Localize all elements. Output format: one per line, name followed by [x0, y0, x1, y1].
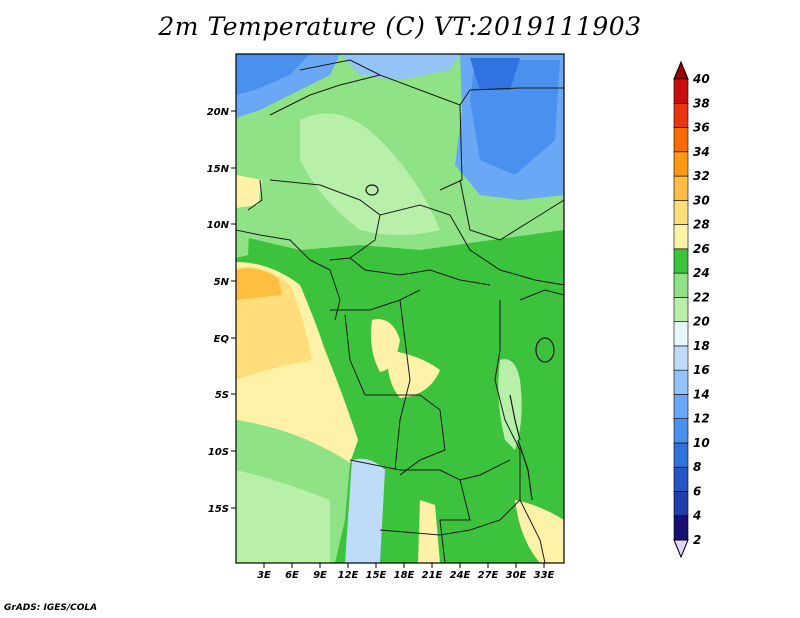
colorbar-label: 16	[693, 363, 710, 377]
lat-tick: 10S	[208, 447, 229, 458]
lat-tick: EQ	[214, 334, 230, 345]
colorbar-label: 22	[693, 290, 710, 304]
colorbar-label: 20	[693, 315, 710, 329]
lakes	[365, 184, 555, 501]
map-title: 2m Temperature (C) VT:2019111903	[158, 12, 642, 41]
lon-tick: 12E	[338, 570, 359, 581]
colorbar-segment	[673, 297, 689, 322]
colorbar-segment	[673, 515, 689, 541]
lon-tick: 3E	[257, 570, 271, 581]
colorbar-segment	[673, 200, 689, 225]
colorbar-label: 30	[693, 193, 710, 207]
colorbar-label: 8	[693, 460, 701, 474]
colorbar-label: 36	[693, 121, 710, 135]
colorbar-segment	[673, 127, 689, 153]
temperature-field	[236, 54, 564, 563]
colorbar-segment	[673, 394, 689, 419]
lat-tick: 20N	[207, 107, 230, 118]
map-frame	[235, 53, 565, 564]
longitude-axis: 3E 6E 9E 12E 15E 18E 21E 24E 27E 30E 33E	[257, 563, 555, 581]
lon-tick: 15E	[366, 570, 387, 581]
latitude-axis: 20N 15N 10N 5N EQ 5S 10S 15S	[207, 107, 236, 515]
lon-tick: 21E	[422, 570, 443, 581]
colorbar-label: 4	[692, 509, 701, 523]
lat-tick: 15S	[208, 504, 229, 515]
colorbar-label: 26	[693, 242, 710, 256]
colorbar-segment	[673, 418, 689, 444]
colorbar-label: 18	[693, 339, 710, 353]
colorbar-label: 12	[693, 412, 710, 426]
colorbar-label: 34	[693, 145, 710, 159]
colorbar-label: 24	[693, 266, 710, 280]
colorbar-label: 10	[693, 436, 710, 450]
colorbar-segment	[673, 224, 689, 250]
lat-tick: 5S	[215, 390, 229, 401]
colorbar-segment	[673, 272, 689, 298]
colorbar-segment	[673, 151, 689, 177]
lat-tick: 10N	[207, 220, 230, 231]
colorbar-label: 38	[693, 96, 710, 110]
colorbar-segment	[673, 321, 689, 347]
colorbar-label: 32	[693, 169, 710, 183]
colorbar-under-triangle	[673, 539, 689, 559]
colorbar-segment	[673, 78, 689, 104]
colorbar-segment	[673, 491, 689, 517]
lon-tick: 9E	[313, 570, 327, 581]
colorbar-label: 28	[693, 218, 710, 232]
colorbar-segment	[673, 175, 689, 201]
colorbar-segment	[673, 102, 689, 128]
colorbar-label: 14	[693, 387, 710, 401]
lon-tick: 27E	[478, 570, 499, 581]
lon-tick: 30E	[506, 570, 527, 581]
colorbar-segment	[673, 369, 689, 395]
lat-tick: 15N	[207, 164, 230, 175]
colorbar-segment	[673, 345, 689, 371]
colorbar-label: 6	[693, 484, 701, 498]
country-borders	[236, 59, 564, 563]
colorbar-label: 40	[692, 72, 710, 86]
lon-tick: 18E	[394, 570, 415, 581]
lon-tick: 24E	[450, 570, 471, 581]
colorbar-segment	[673, 248, 689, 274]
colorbar-segment	[673, 466, 689, 492]
lon-tick: 6E	[285, 570, 299, 581]
colorbar-over-triangle	[673, 60, 689, 80]
colorbar-segment	[673, 442, 689, 468]
lon-tick: 33E	[534, 570, 555, 581]
lat-tick: 5N	[214, 277, 230, 288]
colorbar-label: 2	[693, 533, 701, 547]
grads-credit: GrADS: IGES/COLA	[4, 603, 98, 613]
